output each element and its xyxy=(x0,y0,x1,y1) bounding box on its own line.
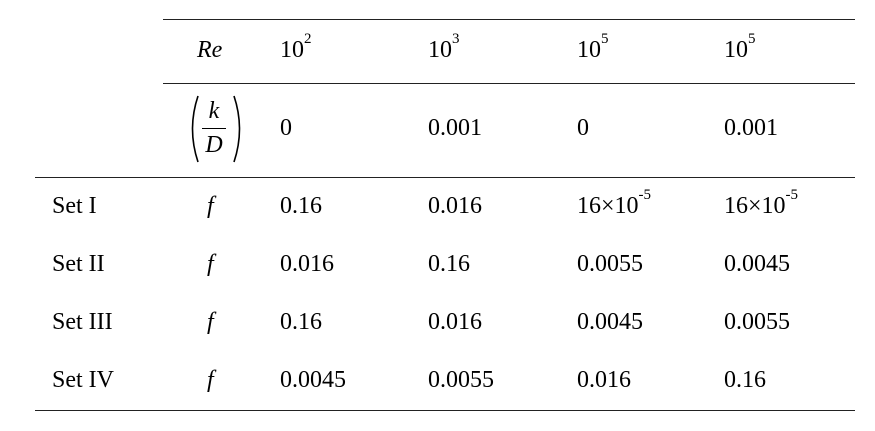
kd-value: 0 xyxy=(280,115,292,141)
re-value-base: 10 xyxy=(428,37,452,63)
friction-value: 0.016 xyxy=(428,309,482,335)
header-rule xyxy=(163,83,855,84)
re-value-exponent: 2 xyxy=(304,31,312,47)
friction-value: 0.0055 xyxy=(577,251,643,277)
friction-value-base: 16×10 xyxy=(724,193,786,219)
kd-value: 0 xyxy=(577,115,589,141)
friction-value-base: 16×10 xyxy=(577,193,639,219)
friction-symbol: f xyxy=(207,251,214,277)
friction-value: 0.16 xyxy=(280,309,322,335)
friction-value: 16×10-5 xyxy=(724,188,798,220)
kd-denominator: D xyxy=(205,132,223,158)
friction-value: 0.16 xyxy=(724,367,766,393)
re-value-base: 10 xyxy=(724,37,748,63)
re-label: Re xyxy=(197,37,223,63)
friction-value: 0.0045 xyxy=(724,251,790,277)
kd-fraction: k D xyxy=(199,97,229,161)
friction-value: 16×10-5 xyxy=(577,188,651,220)
friction-symbol: f xyxy=(207,367,214,393)
friction-value: 0.016 xyxy=(428,193,482,219)
re-value: 105 xyxy=(577,32,609,64)
bottom-rule xyxy=(35,410,855,411)
body-rule xyxy=(35,177,855,178)
friction-value: 0.0045 xyxy=(577,309,643,335)
re-value: 103 xyxy=(428,32,460,64)
re-value-exponent: 3 xyxy=(452,31,460,47)
kd-value: 0.001 xyxy=(724,115,778,141)
friction-value: 0.16 xyxy=(280,193,322,219)
re-value-base: 10 xyxy=(280,37,304,63)
set-label: Set I xyxy=(52,193,97,219)
fraction-bar xyxy=(202,128,226,129)
re-value-exponent: 5 xyxy=(748,31,756,47)
re-value: 105 xyxy=(724,32,756,64)
set-label: Set IV xyxy=(52,367,114,393)
friction-symbol: f xyxy=(207,309,214,335)
friction-value-exponent: -5 xyxy=(785,187,799,203)
re-value: 102 xyxy=(280,32,312,64)
friction-value: 0.016 xyxy=(577,367,631,393)
friction-value: 0.0055 xyxy=(428,367,494,393)
top-rule xyxy=(163,19,855,20)
kd-value: 0.001 xyxy=(428,115,482,141)
friction-value: 0.016 xyxy=(280,251,334,277)
friction-symbol: f xyxy=(207,193,214,219)
friction-value: 0.0055 xyxy=(724,309,790,335)
friction-value: 0.16 xyxy=(428,251,470,277)
re-value-base: 10 xyxy=(577,37,601,63)
set-label: Set III xyxy=(52,309,113,335)
set-label: Set II xyxy=(52,251,105,277)
parentheses xyxy=(191,95,241,163)
friction-value-exponent: -5 xyxy=(638,187,652,203)
re-value-exponent: 5 xyxy=(601,31,609,47)
kd-numerator: k xyxy=(208,98,220,124)
friction-value: 0.0045 xyxy=(280,367,346,393)
